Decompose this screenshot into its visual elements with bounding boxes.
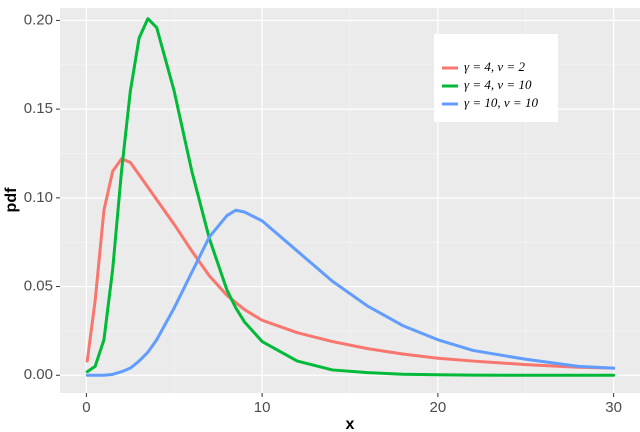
x-tick-label: 0 bbox=[82, 399, 90, 416]
series-line bbox=[85, 208, 616, 377]
legend-label: γ = 10, ν = 10 bbox=[464, 95, 538, 110]
y-tick-label: 0.20 bbox=[24, 11, 53, 28]
legend-box bbox=[434, 34, 558, 122]
series-line bbox=[85, 17, 616, 377]
x-axis-label: x bbox=[346, 416, 355, 432]
y-tick-label: 0.10 bbox=[24, 189, 53, 206]
y-tick-label: 0.15 bbox=[24, 100, 53, 117]
legend-label: γ = 4, ν = 10 bbox=[464, 77, 532, 92]
x-tick-label: 10 bbox=[254, 399, 271, 416]
legend-label: γ = 4, ν = 2 bbox=[464, 59, 525, 74]
y-axis-label: pdf bbox=[3, 187, 20, 213]
y-tick-label: 0.00 bbox=[24, 366, 53, 383]
x-tick-label: 20 bbox=[430, 399, 447, 416]
x-tick-label: 30 bbox=[605, 399, 622, 416]
y-tick-label: 0.05 bbox=[24, 278, 53, 295]
